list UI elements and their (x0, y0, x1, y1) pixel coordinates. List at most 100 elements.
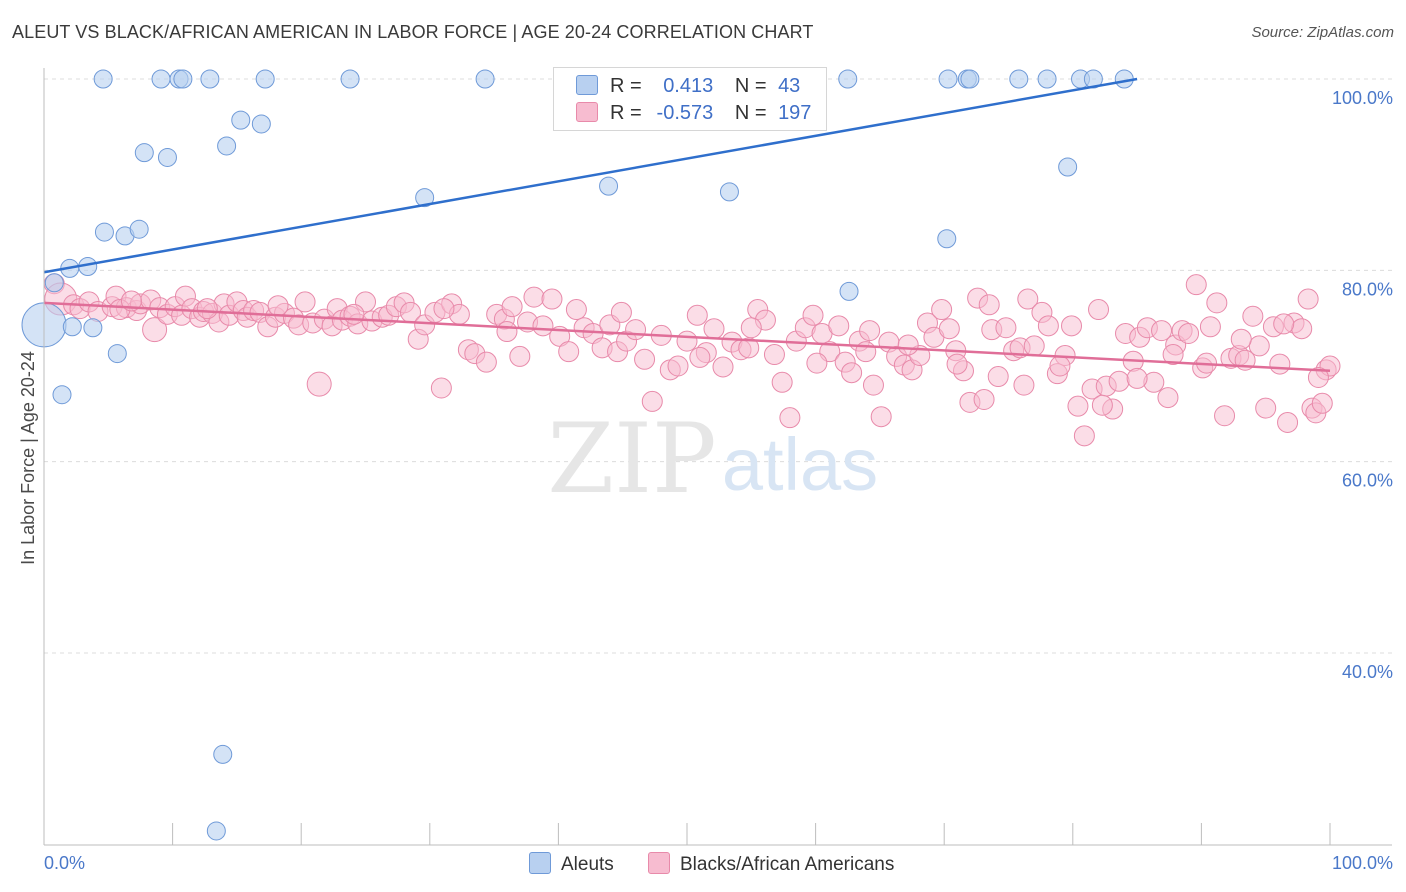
aleut-point-20 (251, 114, 271, 134)
black-point-191 (1126, 367, 1148, 389)
black-point-176 (267, 295, 289, 317)
black-point-95 (779, 407, 801, 429)
black-point-137 (1088, 299, 1110, 321)
black-point-175 (196, 298, 218, 320)
black-r-value: -0.573 (656, 102, 714, 124)
black-point-84 (686, 304, 708, 326)
aleut-point-17 (200, 69, 220, 89)
black-point-170 (1311, 392, 1333, 414)
black-point-186 (946, 353, 968, 375)
black-point-106 (862, 374, 884, 396)
black-point-127 (1017, 288, 1039, 310)
black-point-177 (343, 303, 365, 325)
black-n-label: N = (734, 102, 767, 124)
bottom-legend-black: Blacks/African Americans (648, 852, 894, 876)
black-point-187 (978, 294, 1000, 316)
black-point-196 (1307, 366, 1329, 388)
y-tick-label-0: 100.0% (1332, 88, 1393, 108)
black-point-66 (532, 315, 554, 337)
black-point-160 (1248, 335, 1270, 357)
black-point-180 (610, 301, 632, 323)
black-point-147 (1157, 387, 1179, 409)
source-label: Source: ZipAtlas.com (1251, 24, 1394, 41)
y-tick-label-1: 80.0% (1342, 279, 1393, 299)
aleut-point-31 (938, 69, 958, 89)
aleut-point-8 (94, 222, 114, 242)
aleut-point-6 (83, 318, 103, 338)
black-point-164 (1277, 411, 1299, 433)
bottom-legend-aleut: Aleuts (529, 852, 614, 876)
aleut-r-label: R = (610, 75, 642, 97)
aleut-point-16 (173, 69, 193, 89)
black-point-134 (1067, 395, 1089, 417)
black-point-146 (1151, 320, 1173, 342)
y-tick-label-2: 60.0% (1342, 471, 1393, 491)
aleut-r-value: 0.413 (663, 75, 714, 97)
watermark-zip: ZIP (547, 403, 716, 515)
black-point-178 (433, 298, 455, 320)
black-point-195 (1273, 313, 1295, 335)
aleut-point-25 (599, 176, 619, 196)
trend-lines (43, 77, 1331, 373)
x-tick-label-0: 0.0% (44, 853, 85, 873)
black-point-98 (802, 304, 824, 326)
bottom-black-swatch (648, 852, 670, 874)
black-point-123 (987, 366, 1009, 388)
black-point-82 (667, 355, 689, 377)
stats-legend: R = 0.413 N = 43 R = -0.573 N = 197 (553, 67, 827, 131)
aleut-point-29 (838, 69, 858, 89)
black-trend-line (43, 301, 1331, 373)
black-point-86 (703, 318, 725, 340)
black-point-54 (430, 377, 452, 399)
aleut-point-32 (937, 229, 957, 249)
black-point-93 (763, 344, 785, 366)
aleut-point-9 (107, 344, 127, 364)
aleut-point-1 (44, 273, 64, 293)
x-tick-label-1: 100.0% (1332, 853, 1393, 873)
black-point-182 (740, 317, 762, 339)
black-point-153 (1199, 316, 1221, 338)
black-point-130 (1037, 315, 1059, 337)
black-point-77 (625, 319, 647, 341)
aleut-point-39 (1083, 69, 1103, 89)
aleut-point-24 (475, 69, 495, 89)
aleut-point-19 (231, 110, 251, 130)
black-point-192 (1162, 344, 1184, 366)
black-point-115 (931, 299, 953, 321)
bottom-aleut-label: Aleuts (561, 854, 614, 875)
axes: 100.0% 80.0% 60.0% 40.0% 0.0% 100.0% (43, 68, 1393, 873)
black-point-185 (897, 334, 919, 356)
aleut-point-35 (1009, 69, 1029, 89)
aleut-point-5 (52, 385, 72, 405)
aleut-point-30 (839, 281, 859, 301)
black-point-83 (676, 330, 698, 352)
y-axis-label: In Labor Force | Age 20-24 (18, 351, 38, 565)
black-n-value: 197 (778, 102, 812, 124)
aleut-point-21 (255, 69, 275, 89)
chart-title: ALEUT VS BLACK/AFRICAN AMERICAN IN LABOR… (12, 22, 814, 42)
black-point-124 (995, 317, 1017, 339)
black-point-159 (1242, 305, 1264, 327)
black-point-87 (712, 356, 734, 378)
black-swatch (576, 102, 598, 122)
black-point-154 (1206, 292, 1228, 314)
watermark-atlas: atlas (722, 423, 878, 506)
bottom-black-label: Blacks/African Americans (680, 854, 895, 875)
black-point-128 (1023, 335, 1045, 357)
black-point-190 (1091, 394, 1113, 416)
black-point-189 (1049, 355, 1071, 377)
black-point-179 (496, 321, 518, 343)
black-point-140 (1108, 370, 1130, 392)
aleut-point-41 (213, 744, 233, 764)
black-point-181 (689, 346, 711, 368)
aleut-point-12 (134, 143, 154, 163)
black-point-70 (565, 299, 587, 321)
black-point-103 (841, 362, 863, 384)
black-point-167 (1297, 288, 1319, 310)
aleut-point-11 (129, 219, 149, 239)
black-point-35 (294, 291, 316, 313)
black-point-174 (120, 290, 142, 312)
black-point-116 (938, 318, 960, 340)
legend-row-aleut: R = 0.413 N = 43 (576, 75, 800, 101)
black-point-78 (634, 348, 656, 370)
